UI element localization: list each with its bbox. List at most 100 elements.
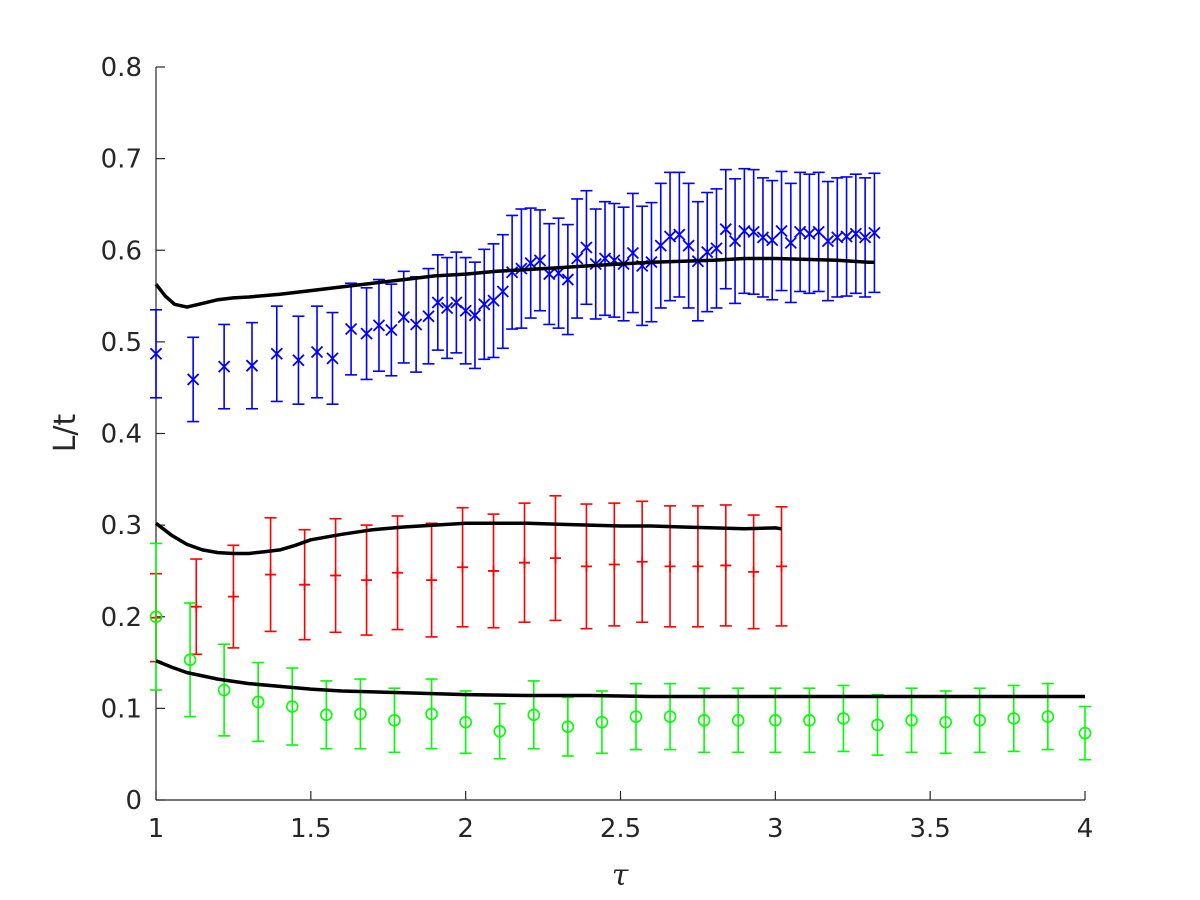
error-bar bbox=[187, 336, 200, 423]
error-bar bbox=[793, 171, 807, 293]
error-bar bbox=[397, 270, 410, 364]
x-axis-label: τ bbox=[612, 858, 629, 893]
data-point bbox=[769, 713, 782, 727]
y-tick-label: 0.7 bbox=[101, 145, 142, 175]
data-point bbox=[663, 710, 677, 723]
error-bar bbox=[608, 202, 621, 318]
data-point bbox=[626, 246, 640, 260]
data-point bbox=[561, 720, 575, 734]
y-tick-label: 0.1 bbox=[101, 694, 142, 724]
data-point bbox=[561, 273, 574, 286]
data-point bbox=[459, 715, 472, 729]
error-bar bbox=[636, 205, 649, 327]
x-tick-label: 4 bbox=[1077, 814, 1094, 844]
data-point bbox=[361, 574, 373, 586]
error-bar bbox=[227, 544, 240, 649]
tick-marks: 1 1.5 2 2.5 3 3.5 4 0 0.1 0.2 0.3 0.4 0.5 0.6 0.7 0.8 bbox=[101, 53, 1094, 844]
data-point bbox=[183, 653, 197, 667]
error-bar bbox=[360, 524, 373, 636]
y-tick-label: 0.5 bbox=[101, 328, 142, 358]
error-bar bbox=[409, 276, 423, 373]
data-point bbox=[784, 236, 797, 250]
error-bar bbox=[468, 261, 482, 370]
error-bar bbox=[626, 192, 640, 314]
error-bar bbox=[524, 207, 537, 319]
error-bar bbox=[775, 170, 788, 292]
data-point bbox=[728, 234, 742, 248]
x-tick-label: 3.5 bbox=[909, 814, 950, 844]
data-point bbox=[871, 718, 884, 732]
data-point bbox=[580, 560, 592, 572]
data-point bbox=[748, 566, 760, 578]
data-point bbox=[775, 224, 788, 238]
error-bar bbox=[840, 176, 853, 297]
data-point bbox=[527, 708, 541, 722]
data-point bbox=[821, 234, 835, 248]
data-point bbox=[663, 230, 677, 243]
error-bar bbox=[425, 522, 438, 638]
error-bar bbox=[812, 171, 825, 293]
error-bar bbox=[183, 602, 197, 718]
error-bar bbox=[561, 696, 575, 757]
error-bar bbox=[803, 173, 816, 295]
error-bar bbox=[543, 222, 556, 326]
data-point bbox=[149, 610, 163, 624]
data-point bbox=[519, 557, 531, 569]
error-bar bbox=[731, 687, 745, 754]
error-bar bbox=[580, 503, 593, 630]
error-bar bbox=[450, 251, 463, 354]
data-point bbox=[245, 359, 259, 372]
error-bar bbox=[697, 687, 711, 754]
data-point bbox=[849, 227, 862, 240]
error-bar bbox=[326, 311, 339, 405]
data-point bbox=[265, 569, 277, 581]
error-bar bbox=[425, 678, 438, 750]
data-point bbox=[496, 285, 509, 298]
data-point bbox=[251, 695, 265, 709]
data-point bbox=[344, 322, 358, 336]
error-bar bbox=[756, 177, 770, 298]
error-bar bbox=[549, 495, 562, 622]
data-point bbox=[310, 345, 324, 359]
axes bbox=[155, 67, 1085, 801]
data-point bbox=[682, 239, 695, 252]
series-1 bbox=[154, 256, 875, 309]
y-tick-label: 0.8 bbox=[101, 53, 142, 83]
error-bar bbox=[329, 517, 342, 634]
y-tick-label: 0.2 bbox=[101, 603, 142, 633]
error-bar bbox=[190, 558, 203, 656]
data-point bbox=[629, 710, 643, 723]
data-point bbox=[580, 241, 593, 254]
error-bar bbox=[719, 504, 732, 627]
data-point bbox=[664, 560, 676, 572]
data-point bbox=[697, 713, 711, 727]
data-point bbox=[468, 309, 482, 322]
error-bar bbox=[747, 168, 760, 296]
fit-line bbox=[154, 521, 782, 556]
error-bar bbox=[1041, 682, 1055, 751]
data-point bbox=[426, 574, 438, 586]
error-bar bbox=[372, 278, 386, 372]
data-point bbox=[571, 252, 584, 265]
error-bar bbox=[821, 180, 835, 302]
error-bar bbox=[728, 177, 742, 305]
error-bar bbox=[518, 502, 531, 624]
data-point bbox=[440, 301, 454, 315]
error-bar bbox=[654, 182, 667, 309]
data-point bbox=[488, 565, 500, 577]
error-bar bbox=[285, 667, 299, 746]
data-point bbox=[493, 724, 507, 738]
error-bar bbox=[391, 515, 404, 631]
data-point bbox=[330, 570, 342, 582]
error-bar bbox=[149, 309, 163, 399]
series-layer bbox=[149, 167, 1092, 761]
data-point bbox=[595, 715, 609, 729]
data-point bbox=[608, 559, 620, 571]
error-bar bbox=[354, 678, 367, 750]
error-bar bbox=[803, 687, 816, 754]
error-bar bbox=[149, 542, 163, 691]
error-bar bbox=[344, 282, 358, 376]
error-bar bbox=[1078, 705, 1092, 761]
error-bar bbox=[478, 248, 491, 361]
